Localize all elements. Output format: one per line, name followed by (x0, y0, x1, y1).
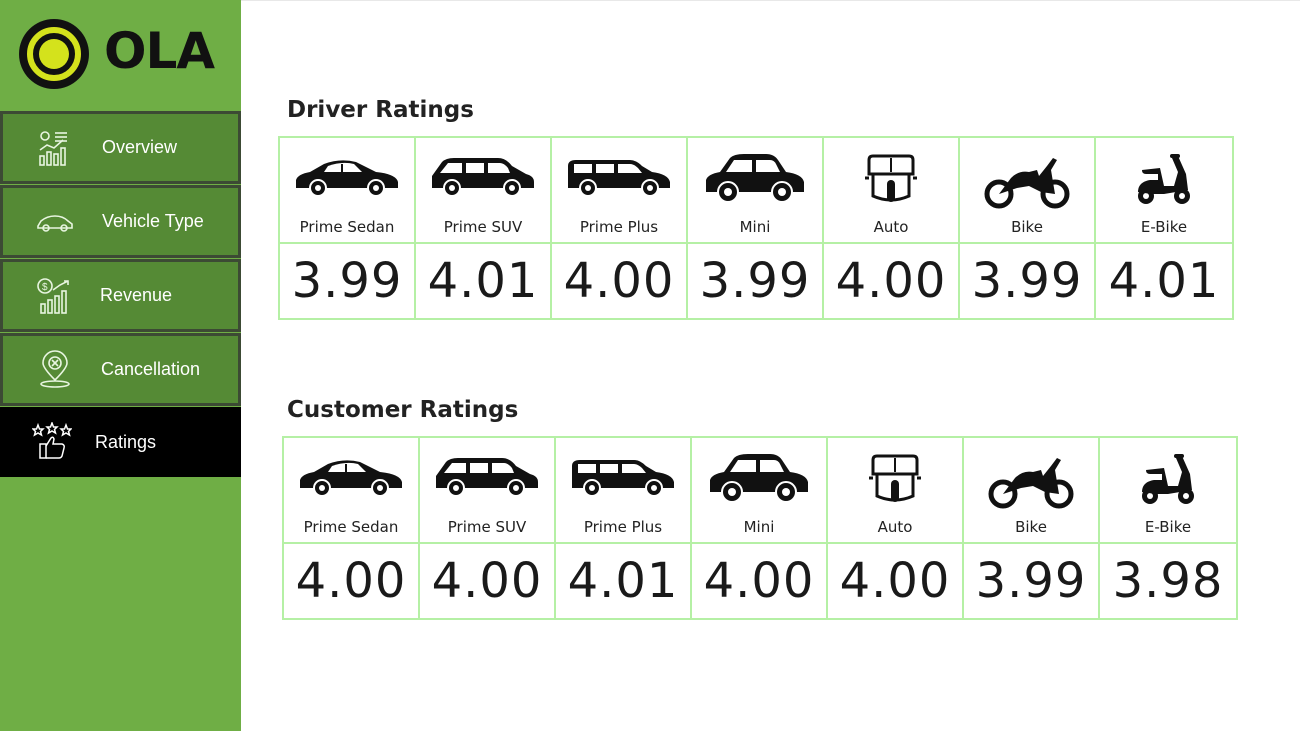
rating-cell: Prime Plus 4.00 (552, 138, 688, 318)
vehicle-header: Bike (960, 138, 1094, 244)
sidebar-item-overview[interactable]: Overview (0, 111, 241, 184)
rating-cell: Bike 3.99 (964, 438, 1100, 618)
rating-cell: Prime Plus 4.01 (556, 438, 692, 618)
sidebar-item-vehicle-type[interactable]: Vehicle Type (0, 185, 241, 258)
sidebar-item-label: Overview (102, 137, 178, 157)
vehicle-header: Prime Plus (552, 138, 686, 244)
vehicle-name: Prime SUV (443, 218, 523, 236)
rating-value: 4.01 (1108, 253, 1220, 309)
vehicle-header: Prime Sedan (284, 438, 418, 544)
brand-name: OLA (104, 22, 215, 80)
mini-car-icon (710, 454, 808, 503)
rating-cell: Prime SUV 4.01 (416, 138, 552, 318)
sidebar-item-label: Revenue (100, 285, 173, 305)
driver-ratings-title: Driver Ratings (287, 97, 474, 123)
vehicle-header: Auto (824, 138, 958, 244)
wagon-icon (568, 160, 670, 197)
vehicle-header: Prime SUV (416, 138, 550, 244)
vehicle-name: Mini (743, 518, 775, 536)
vehicle-name: Auto (877, 518, 913, 536)
vehicle-name: Bike (1011, 218, 1043, 236)
rating-value: 3.99 (291, 253, 403, 309)
motorbike-icon (988, 458, 1074, 509)
vehicle-header: Bike (964, 438, 1098, 544)
mini-car-icon (706, 154, 804, 203)
vehicle-name: Prime Sedan (299, 218, 395, 236)
rating-cell: Mini 3.99 (688, 138, 824, 318)
sidebar: OLA Overview Vehicle Type $ (0, 0, 241, 731)
rating-cell: E-Bike 3.98 (1100, 438, 1236, 618)
dollar-chart-icon: $ (37, 277, 69, 314)
sidebar-item-ratings[interactable]: Ratings (0, 407, 241, 477)
cancel-pin-icon (40, 349, 70, 388)
rating-cell: Prime SUV 4.00 (420, 438, 556, 618)
star-thumb-icon (32, 422, 72, 459)
car-outline-icon (37, 214, 73, 232)
sedan-icon (296, 160, 398, 197)
rating-value: 4.00 (431, 553, 543, 609)
rating-value: 4.00 (703, 553, 815, 609)
scooter-icon (1142, 454, 1194, 504)
vehicle-header: Auto (828, 438, 962, 544)
rating-cell: Mini 4.00 (692, 438, 828, 618)
vehicle-header: Prime Plus (556, 438, 690, 544)
rating-value: 3.99 (971, 253, 1083, 309)
suv-icon (432, 158, 534, 197)
vehicle-name: Bike (1015, 518, 1047, 536)
rating-value: 4.00 (839, 553, 951, 609)
ratings-page: Driver Ratings Prime Sedan 3.99 Prime SUV 4… (241, 0, 1300, 731)
rating-value: 3.99 (699, 253, 811, 309)
rating-value: 4.01 (427, 253, 539, 309)
customer-ratings-table: Prime Sedan 4.00 Prime SUV 4.00 Prime Plus 4.… (282, 436, 1238, 620)
vehicle-name: Prime Plus (579, 218, 659, 236)
sidebar-item-revenue[interactable]: $ Revenue (0, 259, 241, 332)
rating-value: 3.98 (1112, 553, 1224, 609)
vehicle-header: E-Bike (1100, 438, 1236, 544)
rating-cell: Bike 3.99 (960, 138, 1096, 318)
wagon-icon (572, 460, 674, 497)
auto-rickshaw-icon (865, 154, 917, 202)
svg-text:$: $ (42, 282, 48, 293)
sidebar-item-label: Ratings (95, 431, 157, 452)
ola-logo: OLA (16, 16, 226, 92)
vehicle-header: Prime Sedan (280, 138, 414, 244)
chart-icon (39, 130, 67, 166)
rating-value: 4.00 (295, 553, 407, 609)
vehicle-name: Auto (873, 218, 909, 236)
sidebar-item-label: Cancellation (101, 359, 201, 379)
vehicle-header: Mini (692, 438, 826, 544)
rating-cell: Auto 4.00 (828, 438, 964, 618)
rating-value: 4.00 (835, 253, 947, 309)
motorbike-icon (984, 158, 1070, 209)
rating-cell: Prime Sedan 3.99 (280, 138, 416, 318)
sidebar-item-cancellation[interactable]: Cancellation (0, 333, 241, 406)
rating-value: 3.99 (975, 553, 1087, 609)
rating-cell: Prime Sedan 4.00 (284, 438, 420, 618)
sedan-icon (300, 460, 402, 497)
suv-icon (436, 458, 538, 497)
vehicle-header: E-Bike (1096, 138, 1232, 244)
vehicle-header: Mini (688, 138, 822, 244)
auto-rickshaw-icon (869, 454, 921, 502)
driver-ratings-table: Prime Sedan 3.99 Prime SUV 4.01 Prime Plus 4.… (278, 136, 1234, 320)
vehicle-header: Prime SUV (420, 438, 554, 544)
vehicle-name: E-Bike (1144, 518, 1192, 536)
rating-value: 4.01 (567, 553, 679, 609)
scooter-icon (1138, 154, 1190, 204)
vehicle-name: Prime SUV (447, 518, 527, 536)
vehicle-name: Prime Sedan (303, 518, 399, 536)
rating-cell: E-Bike 4.01 (1096, 138, 1232, 318)
vehicle-name: Mini (739, 218, 771, 236)
customer-ratings-title: Customer Ratings (287, 397, 519, 423)
vehicle-name: E-Bike (1140, 218, 1188, 236)
rating-cell: Auto 4.00 (824, 138, 960, 318)
ola-logo-icon (19, 19, 89, 89)
vehicle-name: Prime Plus (583, 518, 663, 536)
rating-value: 4.00 (563, 253, 675, 309)
sidebar-item-label: Vehicle Type (102, 211, 204, 231)
